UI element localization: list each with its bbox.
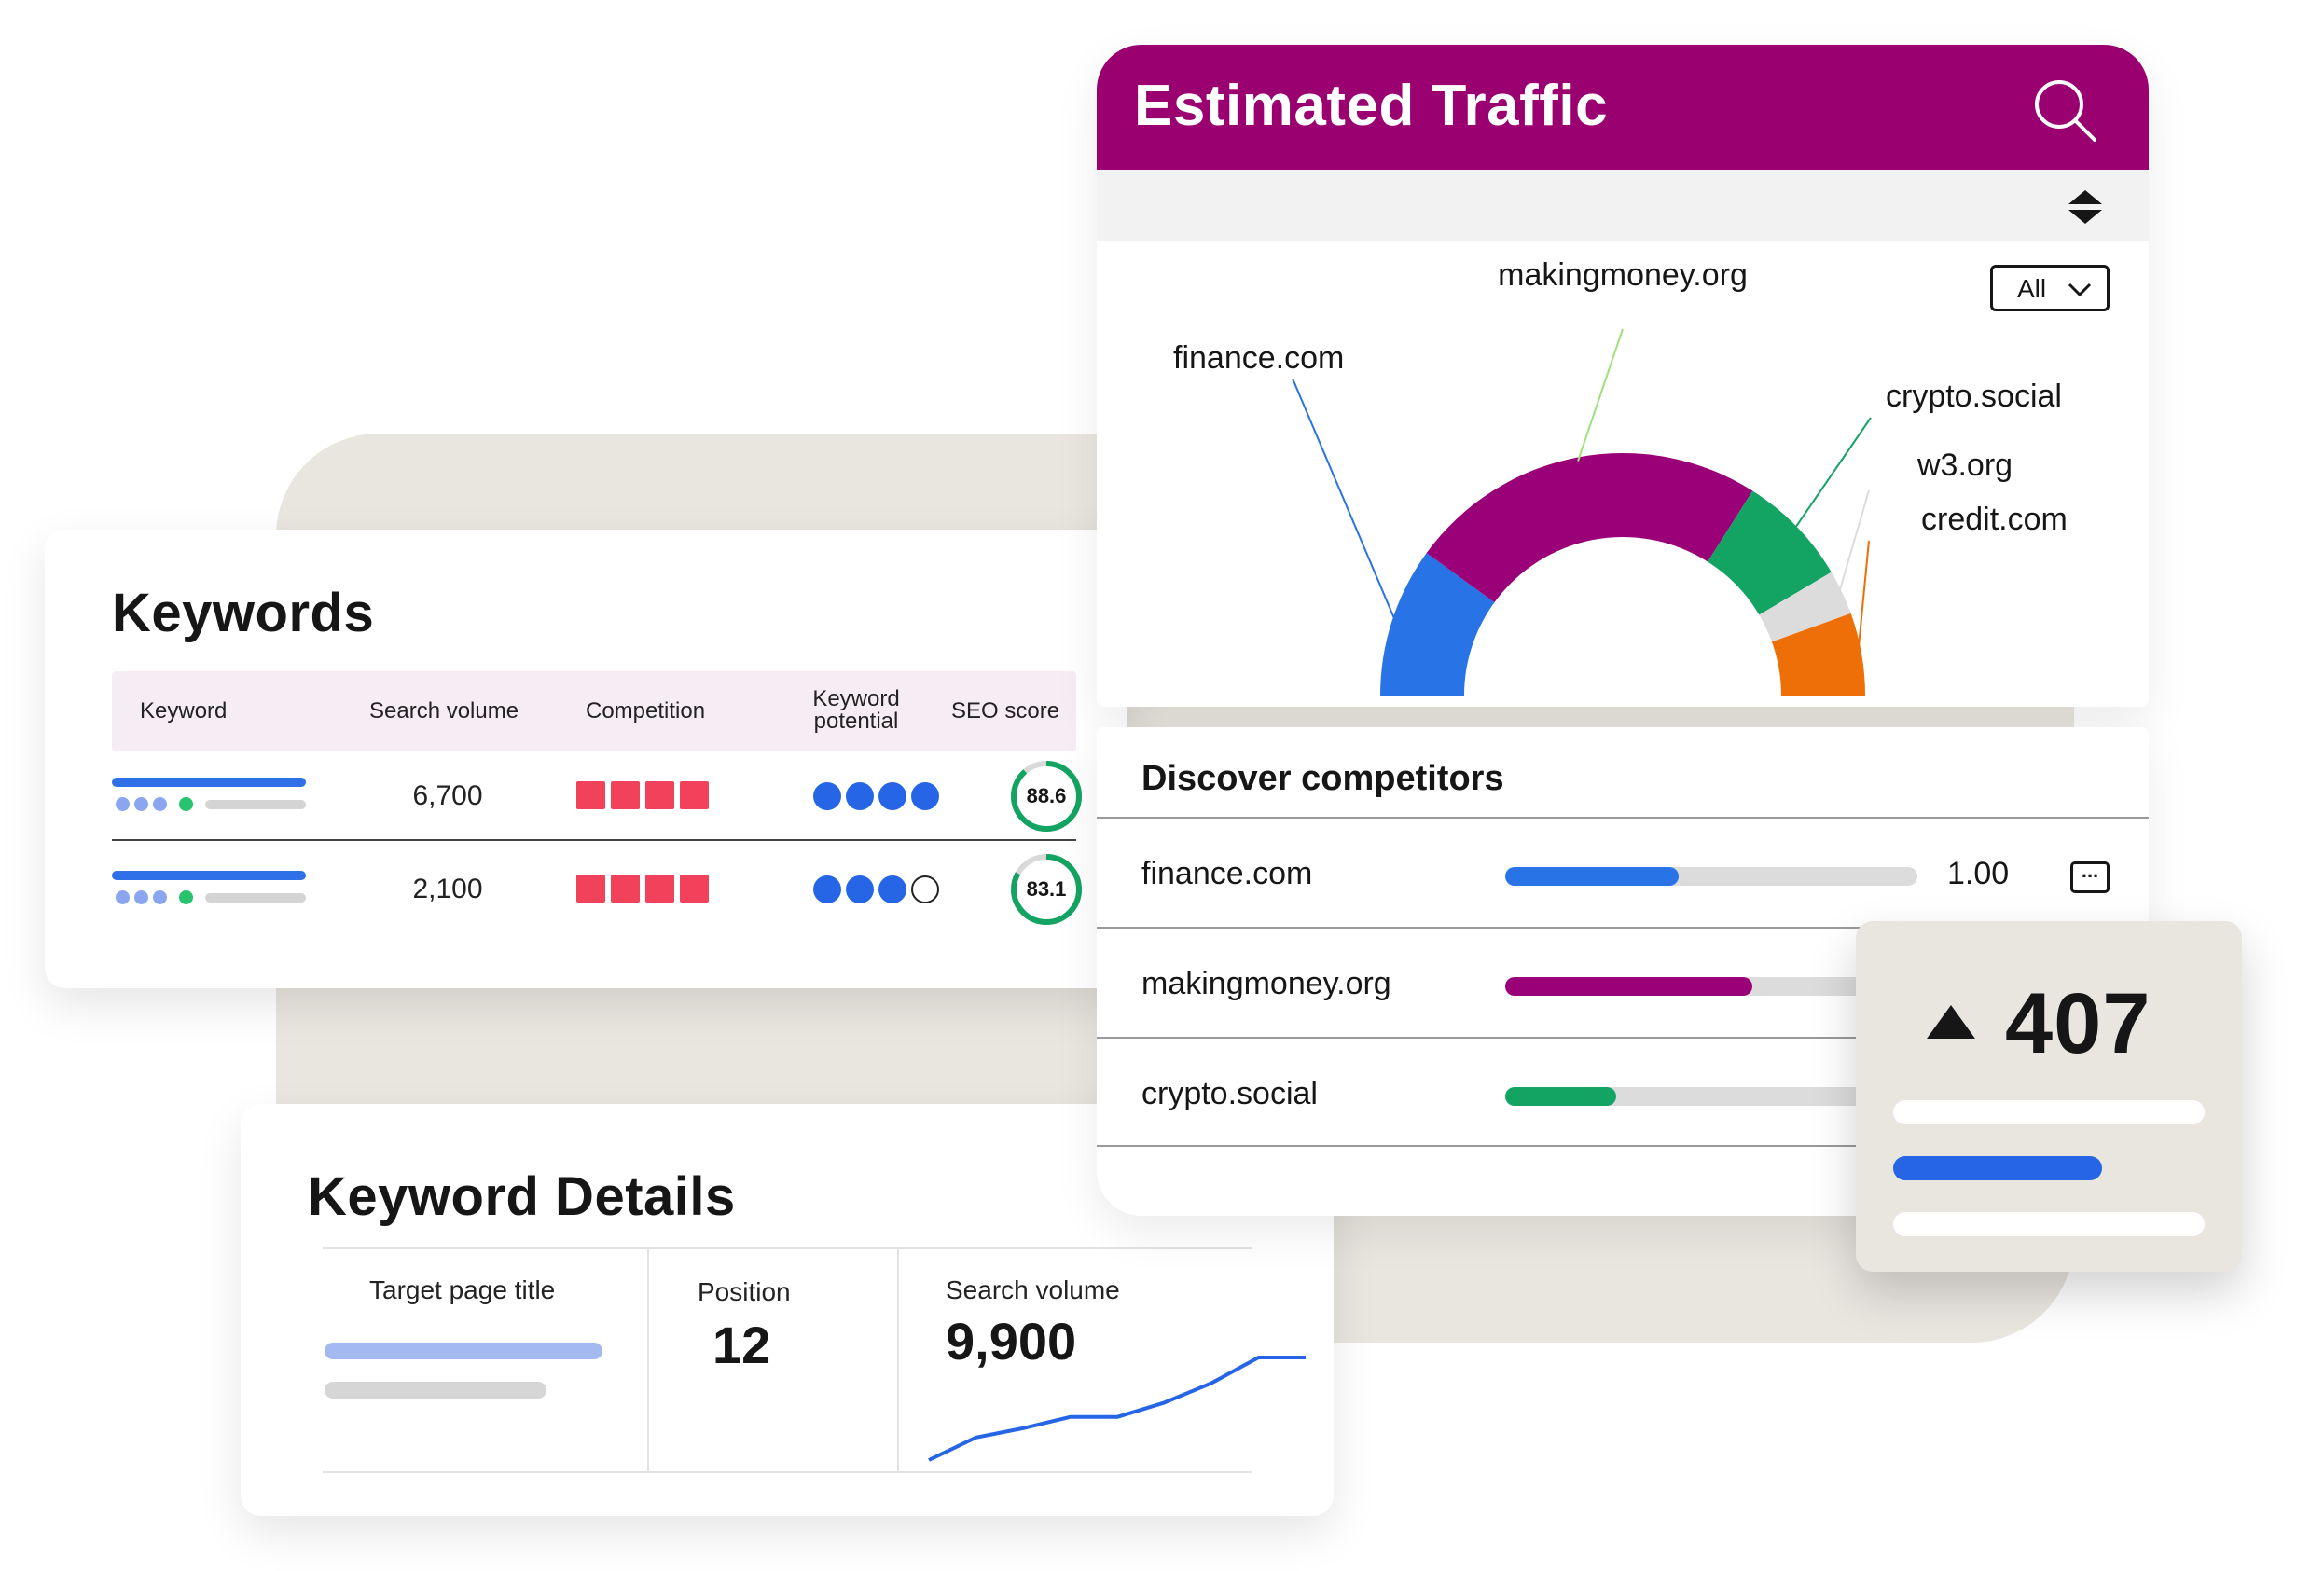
competitor-name: finance.com <box>1141 856 1313 891</box>
traffic-share-chart: finance.com makingmoney.org crypto.social w… <box>1173 257 2068 696</box>
column-seo-score[interactable]: SEO score <box>951 698 1060 723</box>
keywords-title: Keywords <box>112 583 375 643</box>
target-page-title-label: Target page title <box>369 1275 556 1304</box>
competition-indicator <box>576 781 714 814</box>
chart-leader-line <box>1837 489 1870 595</box>
stat-placeholder-bar <box>1893 1212 2205 1236</box>
chart-leader-line <box>1793 417 1872 531</box>
column-keyword[interactable]: Keyword <box>140 698 228 723</box>
target-page-placeholder-bar-secondary <box>325 1382 546 1399</box>
more-options-icon[interactable]: ... <box>2070 859 2110 893</box>
chart-label: crypto.social <box>1886 379 2062 414</box>
competitor-row[interactable]: makingmoney.org <box>1097 927 2149 1037</box>
seo-score-ring: 88.6 <box>1009 759 1084 834</box>
seo-score-value: 88.6 <box>1026 784 1067 807</box>
filter-select[interactable]: All <box>1990 265 2110 311</box>
chart-segment-makingmoney.org[interactable] <box>1426 453 1753 603</box>
chart-segment-crypto.social[interactable] <box>1708 490 1832 615</box>
search-volume-trend-line <box>928 1356 1306 1462</box>
stat-placeholder-bar <box>1893 1100 2205 1124</box>
chart-label: credit.com <box>1921 502 2068 537</box>
discover-competitors-title: Discover competitors <box>1141 759 1504 798</box>
chart-leader-line <box>1857 540 1870 655</box>
search-icon[interactable] <box>2033 78 2098 144</box>
chart-label: w3.org <box>1916 448 2013 483</box>
keyword-placeholder-bar <box>112 778 306 787</box>
seo-score-value: 83.1 <box>1026 877 1067 901</box>
ranking-change-card: 407 <box>1856 921 2242 1272</box>
competitor-share-bar <box>1505 867 1917 886</box>
keyword-placeholder-bar-secondary <box>205 800 306 809</box>
search-volume-value: 6,700 <box>412 780 483 811</box>
chart-leader-line <box>1577 328 1624 462</box>
target-page-column: Target page title <box>323 1249 649 1473</box>
keyword-meta-dots <box>116 797 198 812</box>
estimated-traffic-card: Estimated Traffic finance.com makingmoney… <box>1097 45 2149 707</box>
position-value: 12 <box>712 1316 771 1374</box>
table-row[interactable]: 6,700 88.6 <box>112 751 1082 841</box>
table-row[interactable]: 2,100 83.1 <box>112 845 1082 934</box>
competitor-value: 1.00 <box>1947 856 2010 891</box>
search-volume-column: Search volume 9,900 <box>899 1249 1306 1473</box>
estimated-traffic-header: Estimated Traffic <box>1097 45 2149 170</box>
keyword-potential-indicator <box>813 875 944 908</box>
chart-segment-finance.com[interactable] <box>1380 553 1495 696</box>
competitor-name: crypto.social <box>1141 1076 1318 1111</box>
keyword-placeholder-bar <box>112 871 306 880</box>
competitor-share-bar <box>1505 977 1917 996</box>
estimated-traffic-toolbar <box>1097 170 2149 241</box>
filter-select-value: All <box>2017 274 2047 303</box>
keyword-details-card: Keyword Details Target page title Positi… <box>241 1104 1334 1516</box>
position-label: Position <box>698 1277 791 1306</box>
keyword-details-grid: Target page title Position 12 Search vol… <box>323 1247 1306 1473</box>
competitor-name: makingmoney.org <box>1141 966 1391 1001</box>
column-competition[interactable]: Competition <box>586 698 706 723</box>
competitor-row[interactable]: finance.com 1.00 ... <box>1097 817 2149 927</box>
keyword-meta-dots <box>116 890 198 905</box>
search-volume-label: Search volume <box>946 1275 1120 1304</box>
keywords-card: Keywords Keyword Search volume Competiti… <box>45 530 1127 988</box>
chart-segment-w3.org[interactable] <box>1759 572 1851 642</box>
ranking-change-value: 407 <box>2005 976 2151 1071</box>
competitor-row[interactable]: crypto.social <box>1097 1037 2149 1147</box>
target-page-placeholder-bar <box>325 1343 602 1359</box>
chart-segment-credit.com[interactable] <box>1771 613 1865 696</box>
search-volume-value: 2,100 <box>412 874 483 904</box>
keywords-table-header: Keyword Search volume Competition Keywor… <box>112 671 1076 751</box>
competitor-share-fill <box>1505 1087 1617 1106</box>
sort-icon[interactable] <box>2067 188 2104 226</box>
seo-score-ring: 83.1 <box>1009 852 1084 927</box>
keyword-potential-indicator <box>813 782 944 815</box>
keyword-details-title: Keyword Details <box>308 1166 736 1227</box>
competitor-share-fill <box>1505 867 1679 886</box>
position-column: Position 12 <box>649 1249 899 1473</box>
keyword-placeholder-bar-secondary <box>205 893 306 903</box>
estimated-traffic-title: Estimated Traffic <box>1134 74 1609 138</box>
triangle-up-icon <box>1927 1005 1975 1039</box>
column-search-volume[interactable]: Search volume <box>369 698 519 723</box>
competitor-share-fill <box>1505 977 1753 996</box>
stat-placeholder-bar-highlight <box>1893 1156 2102 1180</box>
competitor-share-bar <box>1505 1087 1917 1106</box>
chart-label: finance.com <box>1173 340 1344 376</box>
chart-label: makingmoney.org <box>1498 257 1748 293</box>
chevron-down-icon <box>2068 283 2092 297</box>
column-keyword-potential[interactable]: Keyword potential <box>812 686 900 734</box>
chart-leader-line <box>1292 378 1397 623</box>
competition-indicator <box>576 875 714 907</box>
search-volume-value: 9,900 <box>946 1312 1077 1371</box>
